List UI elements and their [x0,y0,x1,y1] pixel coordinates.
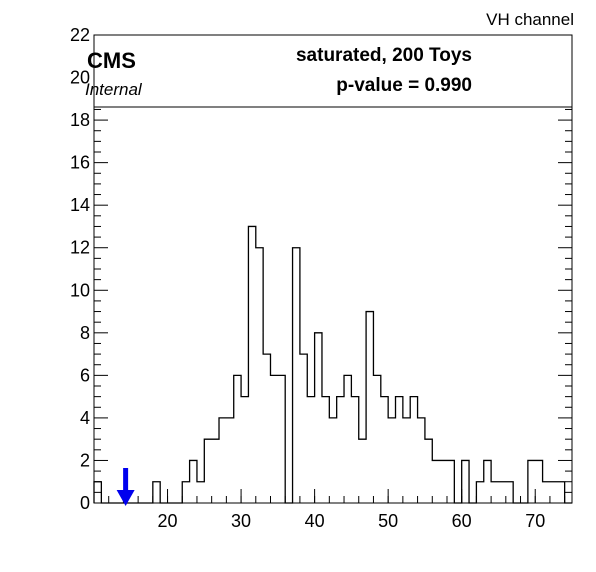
x-tick-label: 30 [231,511,251,531]
status-label: Internal [85,80,142,99]
channel-label: VH channel [486,10,574,29]
y-tick-label: 14 [70,195,90,215]
x-tick-label: 70 [525,511,545,531]
p-value-label: p-value = 0.990 [336,75,472,96]
y-axis: 0 2 4 6 8 10 12 14 16 18 20 22 [70,25,572,513]
y-tick-label: 16 [70,153,90,173]
y-tick-label: 12 [70,238,90,258]
observed-value-arrow [116,468,135,506]
x-tick-label: 40 [305,511,325,531]
x-tick-label: 20 [158,511,178,531]
y-tick-label: 20 [70,68,90,88]
x-axis: 20 30 40 50 60 70 [93,489,566,531]
legend-box [93,34,573,108]
y-tick-label: 18 [70,110,90,130]
arrow-head [116,490,135,506]
y-tick-label: 2 [80,450,90,470]
x-tick-label: 60 [452,511,472,531]
y-tick-label: 8 [80,323,90,343]
y-tick-label: 6 [80,365,90,385]
y-tick-label: 0 [80,493,90,513]
y-tick-label: 10 [70,280,90,300]
x-tick-label: 50 [378,511,398,531]
y-tick-label: 4 [80,408,90,428]
experiment-label: CMS [87,48,136,73]
histogram-outline [93,225,572,504]
toy-count-label: saturated, 200 Toys [295,45,472,66]
y-tick-label: 22 [70,25,90,45]
